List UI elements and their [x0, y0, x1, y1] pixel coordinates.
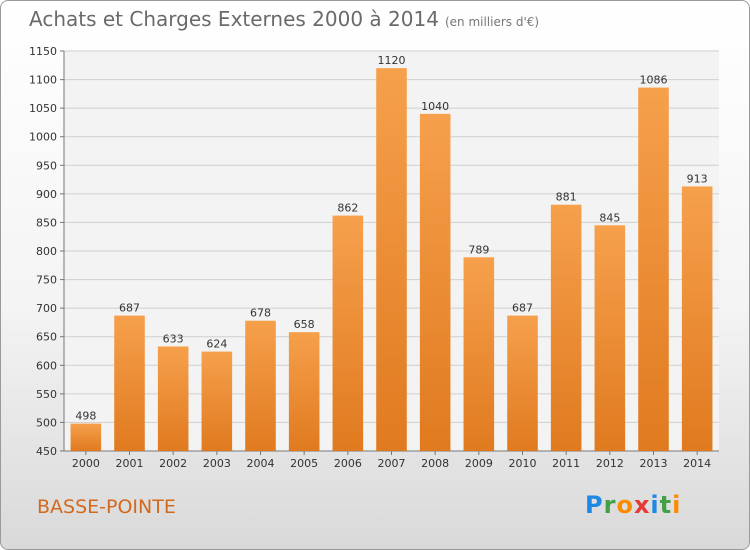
y-tick-label: 650	[36, 331, 57, 344]
y-tick-label: 800	[36, 245, 57, 258]
logo-letter: x	[633, 491, 651, 519]
bar	[681, 186, 713, 451]
x-tick-label: 2013	[640, 457, 668, 470]
x-tick-label: 2001	[116, 457, 144, 470]
bar	[245, 320, 276, 451]
bar-value-label: 658	[294, 318, 315, 331]
bar-value-label: 498	[75, 410, 96, 423]
bar-value-label: 1120	[378, 54, 406, 67]
logo-letter: o	[616, 491, 634, 519]
bar	[594, 225, 626, 451]
x-tick-label: 2002	[159, 457, 187, 470]
bar-value-label: 1040	[421, 100, 449, 113]
bar	[638, 87, 669, 452]
bar	[463, 257, 495, 451]
bar-value-label: 913	[687, 172, 708, 185]
x-tick-label: 2010	[509, 457, 537, 470]
x-tick-label: 2006	[334, 457, 362, 470]
bar-value-label: 624	[206, 338, 227, 351]
x-tick-label: 2005	[290, 457, 318, 470]
commune-name: BASSE-POINTE	[37, 496, 176, 518]
bar	[114, 315, 145, 451]
y-tick-label: 950	[36, 159, 57, 172]
bar	[507, 315, 538, 451]
bar-value-label: 687	[119, 302, 140, 315]
y-tick-label: 1000	[29, 131, 57, 144]
bar	[376, 68, 407, 452]
bar-value-label: 678	[250, 307, 271, 320]
y-tick-label: 1100	[29, 74, 57, 87]
y-tick-label: 900	[36, 188, 57, 201]
bar-value-label: 845	[599, 211, 620, 224]
y-tick-label: 450	[36, 445, 57, 458]
logo-letter: r	[603, 491, 617, 519]
logo-letter: P	[585, 491, 604, 519]
y-tick-label: 500	[36, 416, 57, 429]
bar-value-label: 789	[468, 243, 489, 256]
y-tick-label: 750	[36, 274, 57, 287]
y-tick-label: 1150	[29, 45, 57, 58]
proxiti-logo: Proxiti	[585, 491, 681, 519]
y-tick-label: 550	[36, 388, 57, 401]
logo-letter: i	[672, 491, 682, 519]
x-tick-label: 2000	[72, 457, 100, 470]
logo-letter: i	[650, 491, 660, 519]
bar-value-label: 633	[163, 332, 184, 345]
bar-value-label: 1086	[640, 74, 668, 87]
bar	[70, 423, 102, 451]
y-tick-label: 850	[36, 216, 57, 229]
bar	[419, 113, 451, 451]
logo-letter: t	[659, 491, 673, 519]
x-tick-label: 2003	[203, 457, 231, 470]
x-tick-label: 2009	[465, 457, 493, 470]
bar	[201, 351, 233, 451]
x-tick-label: 2014	[683, 457, 711, 470]
x-tick-label: 2007	[378, 457, 406, 470]
y-tick-label: 700	[36, 302, 57, 315]
x-tick-label: 2012	[596, 457, 624, 470]
y-tick-label: 600	[36, 359, 57, 372]
bar	[288, 332, 320, 451]
bar-value-label: 862	[337, 202, 358, 215]
bar-value-label: 881	[556, 191, 577, 204]
bar	[157, 346, 189, 451]
bar	[550, 204, 582, 451]
bar-value-label: 687	[512, 302, 533, 315]
chart-title-block: Achats et Charges Externes 2000 à 2014 (e…	[29, 7, 539, 31]
x-tick-label: 2011	[552, 457, 580, 470]
chart-title: Achats et Charges Externes 2000 à 2014	[29, 7, 439, 31]
x-tick-label: 2008	[421, 457, 449, 470]
y-tick-label: 1050	[29, 102, 57, 115]
bar	[332, 215, 364, 451]
chart-subtitle: (en milliers d'€)	[444, 15, 540, 29]
x-tick-label: 2004	[247, 457, 275, 470]
